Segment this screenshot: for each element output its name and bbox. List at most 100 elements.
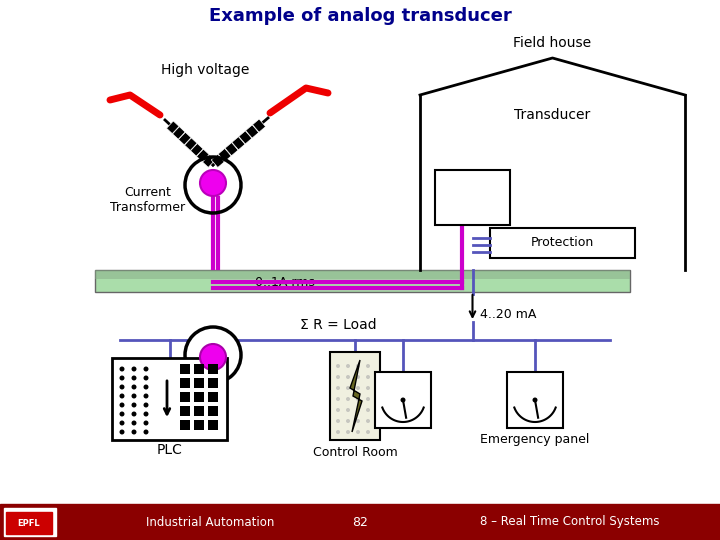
Circle shape xyxy=(143,421,148,426)
Text: Field house: Field house xyxy=(513,36,592,50)
Polygon shape xyxy=(191,144,203,156)
Circle shape xyxy=(356,386,360,390)
Bar xyxy=(208,392,218,402)
Circle shape xyxy=(366,419,370,423)
Bar xyxy=(507,372,563,428)
Circle shape xyxy=(120,421,125,426)
Circle shape xyxy=(336,364,340,368)
Bar xyxy=(194,406,204,416)
Text: Protection: Protection xyxy=(531,237,594,249)
Bar xyxy=(330,352,380,440)
Circle shape xyxy=(132,429,137,435)
Circle shape xyxy=(336,419,340,423)
Bar xyxy=(208,364,218,374)
Polygon shape xyxy=(218,148,231,161)
Circle shape xyxy=(143,394,148,399)
Polygon shape xyxy=(166,121,179,134)
Circle shape xyxy=(336,430,340,434)
Circle shape xyxy=(336,397,340,401)
Bar xyxy=(375,372,431,428)
Polygon shape xyxy=(184,138,197,151)
Circle shape xyxy=(533,397,538,402)
Bar xyxy=(490,228,635,258)
Bar xyxy=(194,420,204,430)
Text: Industrial Automation: Industrial Automation xyxy=(146,516,274,529)
Circle shape xyxy=(143,384,148,389)
Circle shape xyxy=(120,429,125,435)
Bar xyxy=(435,170,510,225)
Circle shape xyxy=(356,364,360,368)
Circle shape xyxy=(346,430,350,434)
Bar xyxy=(6,512,52,534)
Polygon shape xyxy=(246,125,258,138)
Circle shape xyxy=(200,170,226,196)
Text: High voltage: High voltage xyxy=(161,63,249,77)
Text: 0..1A rms: 0..1A rms xyxy=(255,276,315,289)
Text: EPFL: EPFL xyxy=(18,518,40,528)
Polygon shape xyxy=(197,149,209,162)
Circle shape xyxy=(132,367,137,372)
Bar xyxy=(4,508,56,536)
Circle shape xyxy=(346,375,350,379)
Circle shape xyxy=(132,421,137,426)
Circle shape xyxy=(366,408,370,412)
Polygon shape xyxy=(350,360,362,432)
Circle shape xyxy=(132,411,137,416)
Bar xyxy=(208,406,218,416)
Circle shape xyxy=(132,402,137,408)
Text: 8 – Real Time Control Systems: 8 – Real Time Control Systems xyxy=(480,516,660,529)
Text: Example of analog transducer: Example of analog transducer xyxy=(209,7,511,25)
Circle shape xyxy=(120,375,125,381)
Bar xyxy=(180,364,190,374)
Bar xyxy=(0,504,720,540)
Circle shape xyxy=(356,408,360,412)
Circle shape xyxy=(132,375,137,381)
Text: Emergency panel: Emergency panel xyxy=(480,434,590,447)
Circle shape xyxy=(346,397,350,401)
Polygon shape xyxy=(179,132,191,145)
Text: PLC: PLC xyxy=(156,443,182,457)
Circle shape xyxy=(120,402,125,408)
Polygon shape xyxy=(173,126,185,139)
Circle shape xyxy=(200,344,226,370)
Circle shape xyxy=(356,375,360,379)
Bar xyxy=(194,378,204,388)
Bar xyxy=(180,420,190,430)
Circle shape xyxy=(185,327,241,383)
Circle shape xyxy=(346,419,350,423)
Bar xyxy=(180,392,190,402)
Circle shape xyxy=(143,411,148,416)
Text: Σ R = Load: Σ R = Load xyxy=(300,318,377,332)
Circle shape xyxy=(356,419,360,423)
Text: Control Room: Control Room xyxy=(312,446,397,458)
Polygon shape xyxy=(211,154,225,167)
Circle shape xyxy=(346,364,350,368)
Circle shape xyxy=(132,394,137,399)
Circle shape xyxy=(336,375,340,379)
Circle shape xyxy=(366,397,370,401)
Circle shape xyxy=(346,408,350,412)
Circle shape xyxy=(120,394,125,399)
Circle shape xyxy=(400,397,405,402)
Bar xyxy=(112,358,227,440)
Polygon shape xyxy=(239,131,252,144)
Circle shape xyxy=(336,408,340,412)
Bar xyxy=(180,406,190,416)
Circle shape xyxy=(346,386,350,390)
Circle shape xyxy=(143,367,148,372)
Bar xyxy=(208,420,218,430)
Circle shape xyxy=(120,384,125,389)
Circle shape xyxy=(366,386,370,390)
Text: Current
Transformer: Current Transformer xyxy=(110,186,186,214)
Polygon shape xyxy=(253,119,266,132)
Circle shape xyxy=(336,386,340,390)
Circle shape xyxy=(356,397,360,401)
Text: 82: 82 xyxy=(352,516,368,529)
Circle shape xyxy=(366,430,370,434)
Circle shape xyxy=(366,364,370,368)
Circle shape xyxy=(120,411,125,416)
Bar xyxy=(194,364,204,374)
Circle shape xyxy=(143,429,148,435)
Circle shape xyxy=(132,384,137,389)
Circle shape xyxy=(143,402,148,408)
